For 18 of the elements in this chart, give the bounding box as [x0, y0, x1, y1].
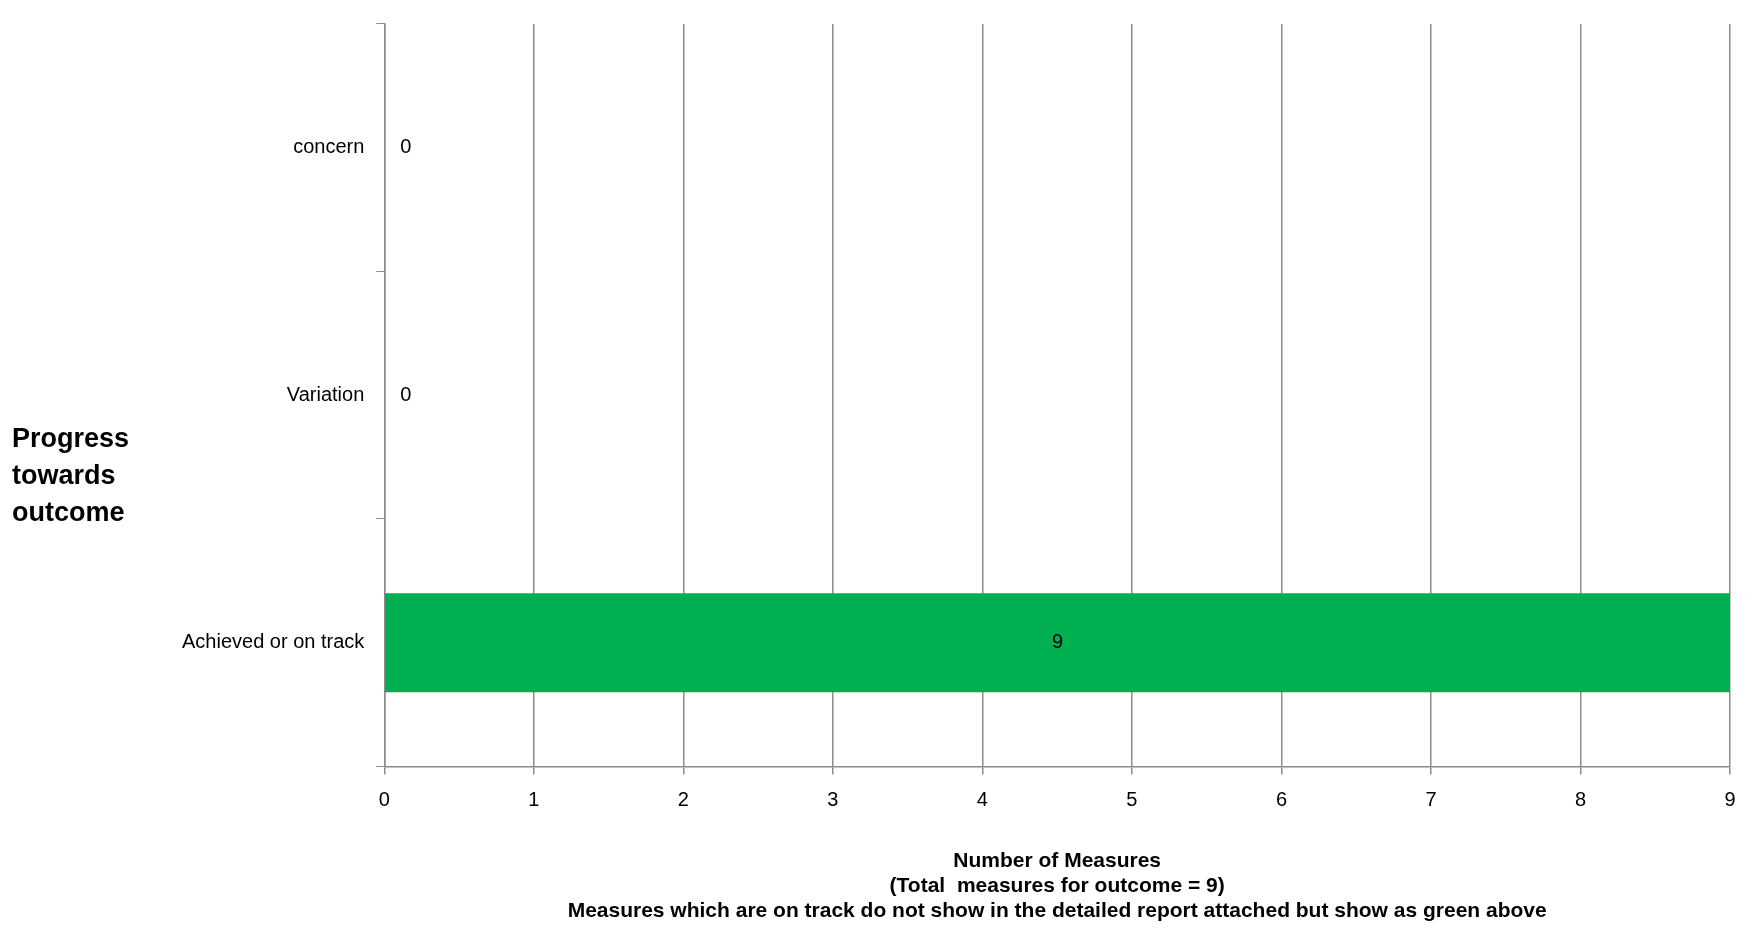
y-axis-title: Progress towards outcome	[12, 422, 131, 529]
data-label: 9	[1051, 630, 1064, 653]
x-tick-label: 4	[976, 787, 988, 810]
y-tick-label: Achieved or on track	[181, 630, 366, 653]
data-label: 0	[400, 135, 412, 158]
x-tick-label: 7	[1425, 787, 1437, 810]
x-axis-title: Number of Measures (Total measures for outcome = 9) Measures which are on track do not show in the detailed report attached but show as green above	[567, 847, 1547, 922]
x-tick-label: 5	[1126, 787, 1138, 810]
x-tick-label: 9	[1724, 787, 1736, 810]
x-tick-label: 6	[1275, 787, 1287, 810]
y-tick-label: concern	[293, 135, 365, 158]
x-tick-label: 0	[378, 787, 390, 810]
x-tick-label: 2	[677, 787, 689, 810]
y-tick-label: Variation	[286, 382, 365, 405]
x-tick-label: 1	[528, 787, 540, 810]
x-tick-label: 3	[827, 787, 839, 810]
x-tick-label: 8	[1574, 787, 1587, 810]
data-label: 0	[400, 382, 412, 405]
